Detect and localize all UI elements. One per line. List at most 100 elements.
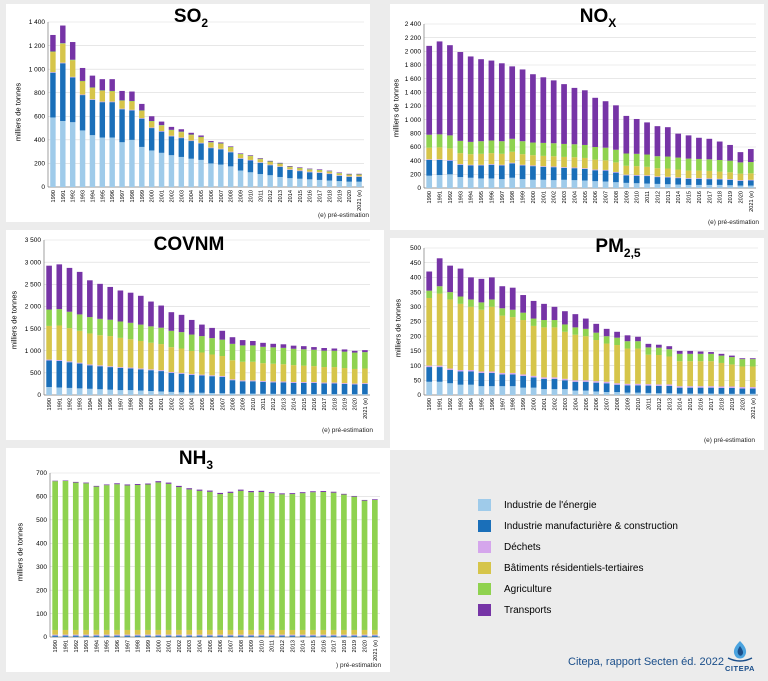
x-tick-label: 1997 [118,398,124,410]
x-tick-label: 2021 (e) [373,640,379,661]
bar-segment-batiments [207,629,213,635]
bar-segment-agriculture [137,324,144,341]
bar-segment-batiments [87,333,93,365]
bar-segment-agriculture [592,147,599,160]
bar-segment-manufacturiere [356,176,362,182]
x-tick-label: 1998 [511,398,517,410]
bar-segment-transports [696,137,702,159]
bar-segment-energie [239,393,246,395]
bar-segment-dechets [219,375,226,377]
bar-segment-manufacturiere [76,363,83,389]
bar-segment-manufacturiere [89,99,96,136]
bar-segment-manufacturiere [519,165,526,180]
bar-segment-manufacturiere [624,385,631,393]
bar-segment-energie [208,163,214,187]
bar-segment-manufacturiere [644,176,650,184]
bar-segment-agriculture [551,320,558,328]
bar-segment-batiments [635,348,641,384]
bar-segment-dechets [447,159,453,161]
bar-segment-dechets [582,380,589,382]
bar-segment-agriculture [289,494,296,630]
bar-segment-batiments [188,350,195,374]
bar-segment-manufacturiere [109,102,115,138]
bar-segment-energie [645,392,652,395]
bar-segment-manufacturiere [592,170,599,182]
bar-segment-agriculture [685,158,692,171]
bar-segment-agriculture [593,332,600,341]
bar-segment-batiments [148,342,154,370]
bar-segment-transports [361,499,368,501]
x-tick-label: 2001 [159,398,165,410]
bar-segment-energie [270,393,277,395]
bar-segment-manufacturiere [330,635,337,637]
bar-segment-dechets [217,634,223,636]
bar-segment-agriculture [277,163,283,165]
x-tick-label: 1998 [129,398,135,410]
x-tick-label: 2012 [655,191,661,203]
bar-segment-manufacturiere [696,178,702,185]
bar-segment-transports [614,331,620,338]
bar-segment-dechets [76,362,83,364]
x-tick-label: 2010 [251,398,257,410]
bar-segment-manufacturiere [676,387,683,394]
bar-segment-batiments [582,336,589,381]
x-tick-label: 2008 [615,398,621,410]
y-tick-label: 350 [410,289,421,296]
bar-segment-dechets [124,634,131,636]
bar-segment-transports [316,169,323,170]
x-tick-label: 2010 [248,190,254,202]
bar-segment-manufacturiere [747,180,754,186]
x-tick-label: 1994 [94,640,100,652]
bar-segment-agriculture [708,353,714,362]
bar-segment-transports [227,146,234,147]
bar-segment-energie [109,137,115,187]
x-tick-label: 2011 [258,190,264,202]
x-tick-label: 1991 [438,191,444,203]
x-tick-label: 2004 [190,398,196,410]
bar-segment-manufacturiere [299,635,306,637]
bar-segment-energie [257,174,264,187]
x-tick-label: 2000 [532,398,538,410]
bar-segment-agriculture [655,347,662,356]
bar-segment-batiments [72,629,79,635]
bar-segment-transports [727,144,733,161]
bar-segment-manufacturiere [99,102,106,138]
bar-segment-energie [655,393,662,395]
bar-segment-dechets [426,365,433,368]
bar-segment-batiments [737,173,744,181]
bar-segment-manufacturiere [457,164,464,178]
bar-segment-dechets [749,387,756,389]
bar-segment-dechets [488,371,495,373]
bar-segment-manufacturiere [685,178,692,185]
bar-segment-manufacturiere [117,367,124,391]
bar-segment-transports [623,115,630,154]
bar-segment-agriculture [300,349,307,366]
bar-segment-dechets [478,371,485,373]
bar-segment-transports [530,300,537,319]
bar-segment-manufacturiere [66,362,73,388]
bar-segment-energie [290,393,297,395]
bar-segment-energie [300,393,307,395]
bar-segment-transports [250,340,256,346]
bar-segment-energie [571,180,578,188]
chart-svg-nox: 0 200 400 600 800 1 000 1 200 1 400 1 600 1 800 2 … [405,21,756,212]
bar-segment-batiments [362,368,368,384]
x-tick-label: 1998 [136,640,142,652]
bar-segment-agriculture [89,87,96,88]
bar-segment-batiments [103,629,110,635]
bar-segment-agriculture [666,349,673,357]
bar-segment-dechets [624,383,631,386]
bar-segment-batiments [675,169,682,178]
bar-segment-batiments [457,153,464,165]
bar-segment-energie [436,381,443,395]
bar-segment-dechets [79,94,86,96]
x-tick-label: 2015 [687,191,693,203]
bar-segment-agriculture [447,135,453,149]
bar-segment-manufacturiere [603,383,610,393]
bar-segment-manufacturiere [633,175,640,184]
bar-segment-energie [346,181,352,187]
bar-segment-manufacturiere [199,375,205,393]
bar-segment-agriculture [603,336,610,344]
bar-segment-transports [372,499,378,500]
bar-segment-batiments [69,60,76,77]
